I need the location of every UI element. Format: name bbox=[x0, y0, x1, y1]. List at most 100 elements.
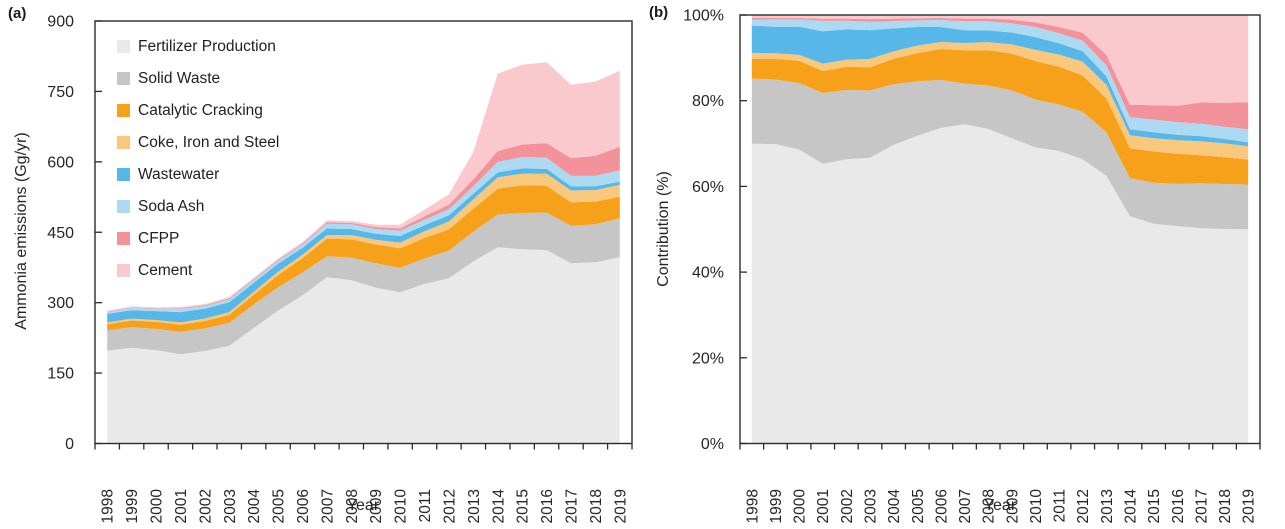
x-tick-label-b-2002: 2002 bbox=[839, 489, 856, 523]
legend-label: Soda Ash bbox=[138, 197, 205, 215]
area-band-b-coke-iron-and-steel bbox=[751, 42, 1249, 160]
x-tick-label-a-2015: 2015 bbox=[515, 489, 532, 523]
area-band-a-cfpp bbox=[107, 143, 620, 313]
x-tick-label-b-2014: 2014 bbox=[1123, 489, 1140, 524]
area-band-a-fertilizer-production bbox=[107, 247, 620, 444]
x-tick-label-a-2008: 2008 bbox=[344, 489, 361, 523]
legend-swatch-icon bbox=[117, 72, 130, 85]
legend-item-fertilizer-production: Fertilizer Production bbox=[117, 37, 279, 55]
x-tick-label-a-2018: 2018 bbox=[588, 489, 605, 523]
area-band-b-cement bbox=[751, 15, 1249, 106]
legend-swatch-icon bbox=[117, 104, 130, 117]
x-axis-title-panel-a: Year bbox=[346, 497, 380, 514]
x-tick-label-b-2018: 2018 bbox=[1217, 489, 1234, 523]
legend-item-catalytic-cracking: Catalytic Cracking bbox=[117, 101, 279, 119]
x-tick-label-a-2012: 2012 bbox=[441, 489, 458, 523]
y-axis-title-panel-b: Contribution (%) bbox=[655, 171, 672, 287]
x-tick-label-a-2005: 2005 bbox=[271, 489, 288, 523]
area-band-a-solid-waste bbox=[107, 212, 620, 355]
legend-swatch-icon bbox=[117, 200, 130, 213]
x-tick-label-b-2019: 2019 bbox=[1241, 489, 1258, 523]
legend-item-cement: Cement bbox=[117, 261, 279, 279]
y-tick-label-a: 0 bbox=[65, 436, 74, 453]
x-tick-label-a-2014: 2014 bbox=[490, 489, 507, 524]
x-tick-label-a-2013: 2013 bbox=[466, 489, 483, 523]
y-tick-label-a: 600 bbox=[47, 154, 74, 171]
area-band-b-solid-waste bbox=[751, 78, 1249, 230]
legend-swatch-icon bbox=[117, 232, 130, 245]
x-tick-label-a-1998: 1998 bbox=[100, 489, 117, 523]
legend-item-cfpp: CFPP bbox=[117, 229, 279, 247]
legend-label: Wastewater bbox=[138, 165, 220, 183]
legend-item-coke-iron-and-steel: Coke, Iron and Steel bbox=[117, 133, 280, 151]
x-tick-label-b-2016: 2016 bbox=[1170, 489, 1187, 523]
y-tick-label-a: 150 bbox=[47, 366, 74, 383]
panel-a-label: (a) bbox=[8, 5, 27, 22]
legend-label: Cement bbox=[138, 261, 193, 279]
legend-label: Catalytic Cracking bbox=[138, 101, 263, 119]
x-tick-label-a-1999: 1999 bbox=[124, 489, 141, 523]
x-tick-label-b-2008: 2008 bbox=[981, 489, 998, 523]
legend-label: Fertilizer Production bbox=[138, 37, 276, 55]
x-tick-label-b-2009: 2009 bbox=[1004, 489, 1021, 523]
x-tick-label-a-2000: 2000 bbox=[149, 489, 166, 524]
x-tick-label-a-2007: 2007 bbox=[319, 489, 336, 523]
x-tick-label-b-2007: 2007 bbox=[957, 489, 974, 523]
legend: Fertilizer Production Solid Waste Catalyti… bbox=[117, 37, 280, 296]
x-tick-label-b-2004: 2004 bbox=[886, 489, 903, 524]
area-band-b-catalytic-cracking bbox=[751, 49, 1249, 185]
x-tick-label-a-2017: 2017 bbox=[563, 489, 580, 523]
legend-item-wastewater: Wastewater bbox=[117, 165, 279, 183]
y-tick-label-a: 900 bbox=[47, 14, 74, 31]
x-tick-label-a-2019: 2019 bbox=[612, 489, 629, 523]
x-tick-label-a-2006: 2006 bbox=[295, 489, 312, 523]
x-tick-label-a-2003: 2003 bbox=[222, 489, 239, 523]
x-tick-label-b-2000: 2000 bbox=[792, 489, 809, 524]
x-tick-label-b-2001: 2001 bbox=[815, 489, 832, 523]
legend-item-soda-ash: Soda Ash bbox=[117, 197, 279, 215]
y-tick-label-b: 40% bbox=[692, 265, 724, 282]
y-tick-label-b: 80% bbox=[692, 93, 724, 110]
legend-swatch-icon bbox=[117, 136, 130, 149]
x-tick-label-a-2016: 2016 bbox=[539, 489, 556, 523]
x-tick-label-b-1998: 1998 bbox=[744, 489, 761, 523]
y-tick-label-b: 100% bbox=[683, 8, 724, 25]
x-tick-label-b-2013: 2013 bbox=[1099, 489, 1116, 523]
y-tick-label-b: 60% bbox=[692, 179, 724, 196]
legend-label: Solid Waste bbox=[138, 69, 221, 87]
y-tick-label-b: 0% bbox=[701, 436, 724, 453]
x-tick-label-b-1999: 1999 bbox=[768, 489, 785, 523]
legend-swatch-icon bbox=[117, 168, 130, 181]
legend-label: Coke, Iron and Steel bbox=[138, 133, 280, 151]
panel-b-label: (b) bbox=[649, 4, 669, 21]
x-tick-label-b-2012: 2012 bbox=[1075, 489, 1092, 523]
x-tick-label-b-2017: 2017 bbox=[1193, 489, 1210, 523]
area-band-b-wastewater bbox=[751, 25, 1249, 147]
x-tick-label-b-2003: 2003 bbox=[863, 489, 880, 523]
area-band-b-fertilizer-production bbox=[751, 124, 1249, 444]
x-tick-label-a-2009: 2009 bbox=[368, 489, 385, 523]
x-tick-label-a-2010: 2010 bbox=[393, 489, 410, 524]
x-tick-label-b-2005: 2005 bbox=[910, 489, 927, 523]
x-axis-title-panel-b: Year bbox=[983, 497, 1017, 514]
x-tick-label-b-2006: 2006 bbox=[933, 489, 950, 523]
y-tick-label-a: 750 bbox=[47, 84, 74, 101]
y-axis-title-panel-a: Ammonia emissions (Gg/yr) bbox=[13, 132, 30, 330]
x-tick-label-a-2011: 2011 bbox=[417, 489, 434, 522]
y-tick-label-b: 20% bbox=[692, 350, 724, 367]
x-tick-label-a-2004: 2004 bbox=[246, 489, 263, 524]
area-band-a-catalytic-cracking bbox=[107, 185, 620, 332]
area-band-b-soda-ash bbox=[751, 19, 1249, 143]
x-tick-label-b-2015: 2015 bbox=[1146, 489, 1163, 523]
x-tick-label-b-2010: 2010 bbox=[1028, 489, 1045, 524]
legend-label: CFPP bbox=[138, 229, 180, 247]
x-tick-label-b-2011: 2011 bbox=[1052, 489, 1069, 522]
x-tick-label-a-2001: 2001 bbox=[173, 489, 190, 523]
y-tick-label-a: 450 bbox=[47, 225, 74, 242]
area-band-b-cfpp bbox=[751, 17, 1249, 130]
x-tick-label-a-2002: 2002 bbox=[197, 489, 214, 523]
y-tick-label-a: 300 bbox=[47, 295, 74, 312]
legend-swatch-icon bbox=[117, 40, 130, 53]
